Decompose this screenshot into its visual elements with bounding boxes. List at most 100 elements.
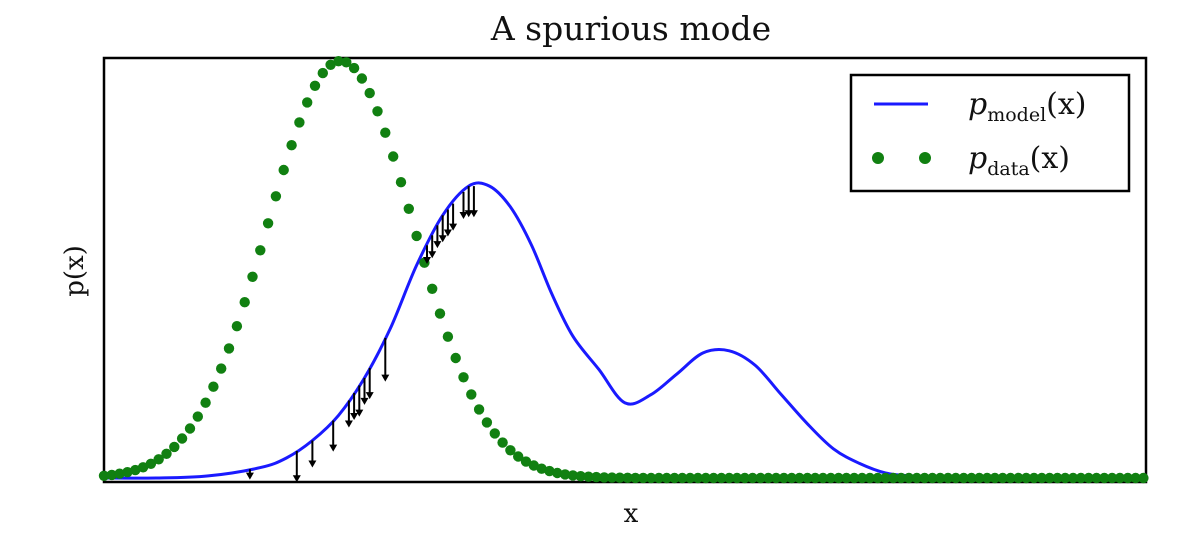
series-data-point [1091, 472, 1102, 484]
series-data-point [317, 67, 328, 79]
series-data-point [411, 230, 422, 242]
series-data-point [997, 472, 1008, 484]
series-data-point [966, 472, 977, 484]
series-data-point [434, 308, 446, 319]
series-data-point [372, 106, 383, 117]
series-data-point [622, 472, 633, 483]
series-data-point [1083, 472, 1094, 484]
series-data-point [380, 127, 391, 138]
series-data-point [856, 472, 868, 484]
series-data-point [1067, 472, 1079, 484]
series-data-point [200, 397, 211, 408]
series-data-point [645, 472, 657, 484]
series-data-point [950, 472, 961, 484]
series-data-point [763, 472, 774, 484]
series-data-point [981, 472, 993, 484]
series-data-point [184, 423, 196, 434]
legend-data-sub: data [987, 158, 1029, 180]
series-data-point [591, 471, 602, 483]
series-data-point [450, 352, 461, 364]
series-data-point [895, 472, 907, 484]
series-data-point [778, 472, 790, 484]
arrow-head [459, 212, 468, 219]
series-data-point [208, 381, 219, 392]
series-data-point [1020, 472, 1032, 484]
series-data-point [599, 472, 610, 483]
series-data-point [575, 471, 586, 482]
series-data-point [974, 472, 985, 484]
series-data-point [927, 472, 938, 484]
legend: pmodel(x) pdata(x) [849, 73, 1131, 193]
series-data-point [1013, 472, 1024, 484]
series-data-point [98, 470, 110, 481]
series-data-point [708, 472, 719, 484]
series-data-point [544, 465, 555, 477]
series-data-point [606, 472, 618, 483]
y-axis-label: p(x) [60, 245, 90, 297]
series-data-point [473, 404, 485, 415]
series-data-point [989, 472, 1001, 484]
series-data-point [700, 472, 711, 484]
series-data-point [872, 472, 883, 484]
series-data-point [559, 469, 571, 480]
series-data-point [794, 472, 805, 484]
series-data-point [1106, 472, 1118, 484]
legend-data-swatch-dot [872, 152, 884, 164]
series-data-point [841, 472, 852, 484]
arrow-head [365, 392, 374, 400]
series-data-point [106, 469, 118, 481]
series-data-point [427, 283, 438, 294]
arrow-head [469, 210, 478, 218]
series-data-point [724, 472, 735, 484]
series-data-point [325, 59, 336, 70]
series-data-point [231, 321, 243, 332]
series-data-point [614, 472, 625, 483]
series-data-point [716, 472, 727, 484]
series-data-point [1122, 472, 1134, 484]
series-data-point [661, 472, 672, 484]
series-data-point [153, 454, 164, 465]
series-data-point [169, 441, 180, 453]
series-data-point [497, 437, 508, 448]
series-data-point [302, 97, 313, 108]
arrow-head [360, 397, 369, 405]
series-data-point [388, 151, 399, 162]
series-data-point [692, 472, 704, 484]
series-data-point [935, 472, 946, 484]
arrow-head [428, 251, 437, 259]
series-data-point [458, 372, 469, 383]
series-data-point [395, 177, 407, 188]
series-data-point [122, 467, 133, 478]
legend-model-sub: model [987, 104, 1046, 126]
series-data-point [192, 411, 203, 422]
series-data-point [903, 472, 915, 484]
arrow-head [433, 241, 442, 249]
series-data-point [239, 297, 250, 308]
arrow-head [350, 413, 359, 420]
series-data-point [1114, 472, 1126, 484]
arrow-head [438, 235, 447, 243]
series-data-point [333, 56, 344, 67]
series-data-point [583, 471, 594, 482]
series-data-point [114, 468, 125, 479]
series-data-point [286, 140, 297, 151]
series-data-point [278, 164, 289, 176]
series-data-point [247, 271, 258, 282]
legend-data-main: p [968, 141, 987, 176]
legend-data-label: pdata(x) [968, 141, 1070, 180]
series-data-point [817, 472, 829, 484]
series-data-point [880, 472, 891, 484]
series-data-point [348, 62, 360, 74]
series-data-point [669, 472, 680, 484]
series-data-point [911, 472, 922, 484]
series-data-point [810, 472, 821, 484]
series-data-point [356, 73, 368, 84]
series-data-point [294, 117, 305, 128]
arrow-head [423, 257, 431, 264]
series-data-point [684, 472, 696, 484]
series-data-point [223, 343, 235, 354]
series-data-point [1130, 472, 1141, 484]
arrow-head [292, 475, 301, 483]
legend-box [849, 73, 1131, 193]
series-model-line [103, 181, 1146, 480]
